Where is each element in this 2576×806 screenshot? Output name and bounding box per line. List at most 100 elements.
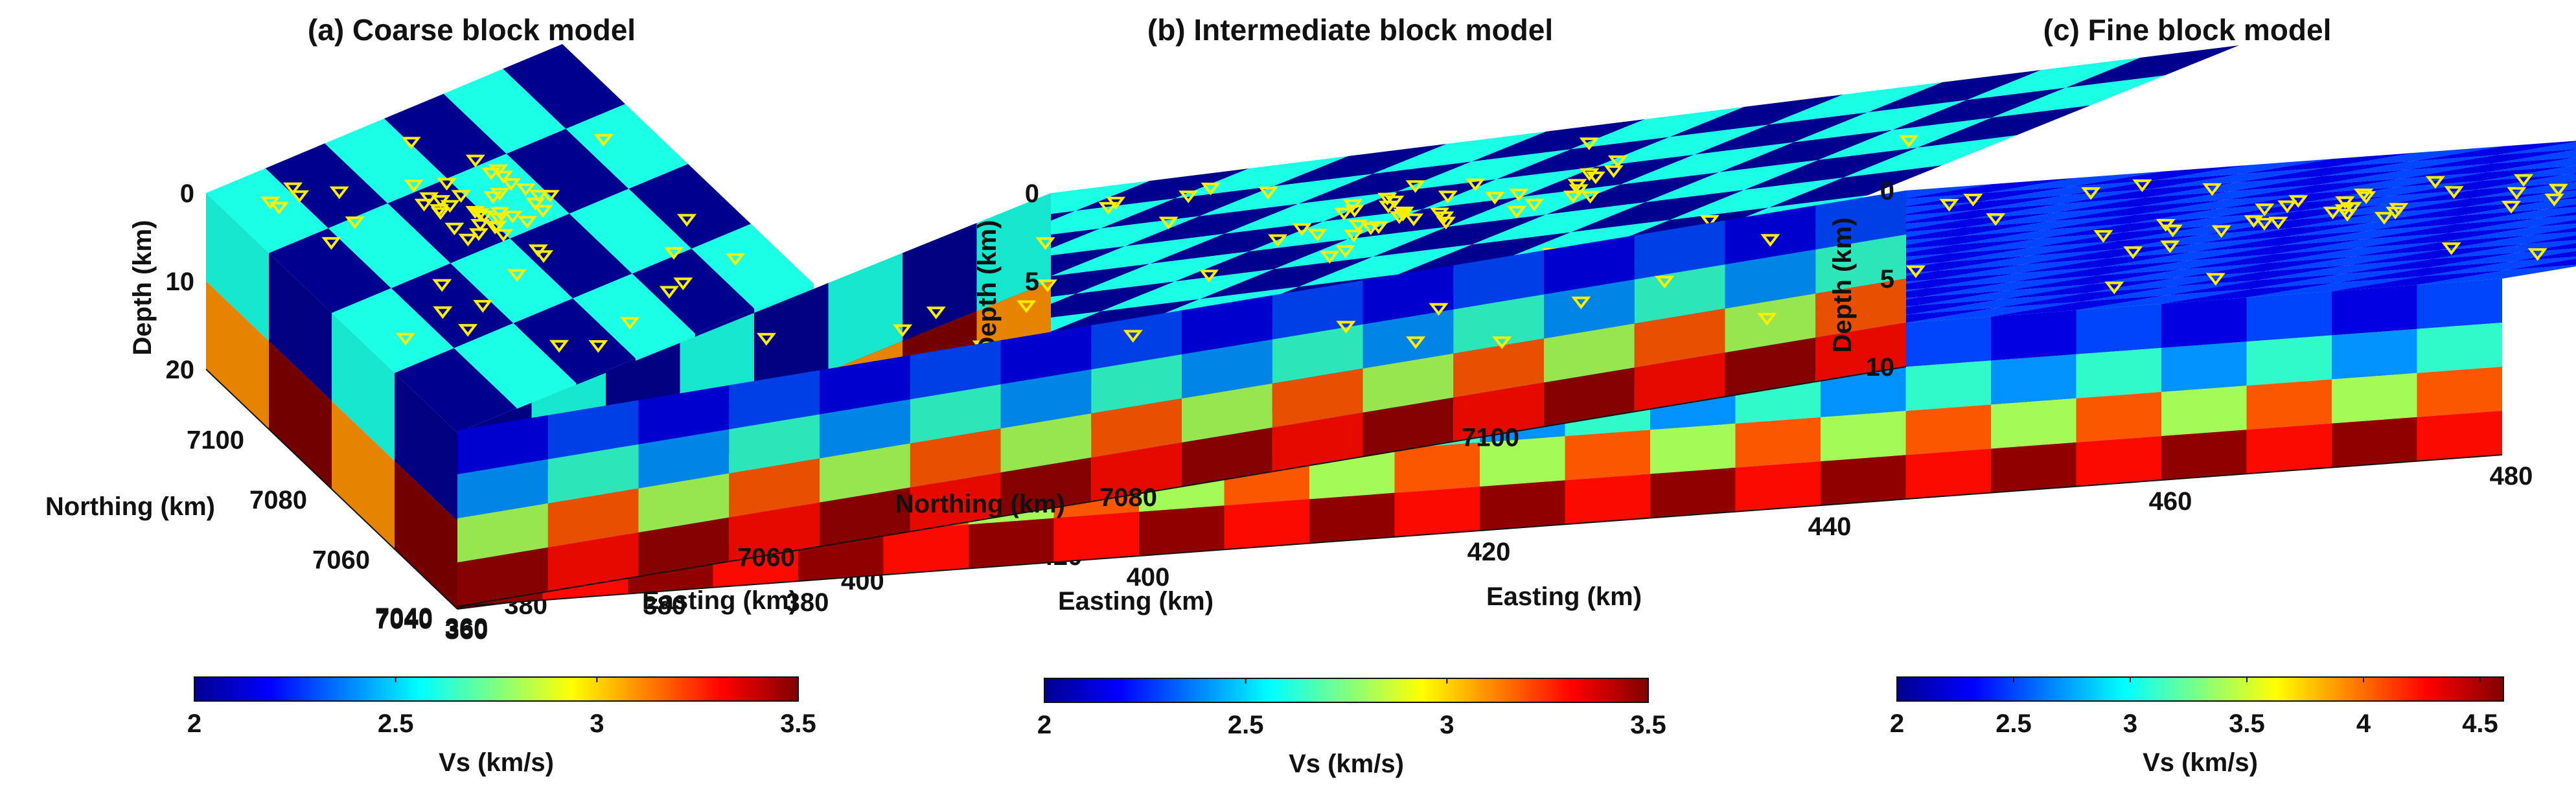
top-cell [1938,249,2114,271]
station-marker [345,216,365,229]
station-marker [673,277,693,290]
station-marker [433,306,453,319]
top-cell [2406,149,2576,170]
x-axis-label: Easting (km) [1486,582,1642,611]
top-cell [632,248,755,334]
top-cell [1953,224,2130,245]
top-cell [443,69,566,154]
side-cell [1735,417,1821,468]
top-cell [2028,235,2204,256]
station-marker [401,137,421,150]
top-cell [1769,165,1942,208]
top-cell [2108,236,2284,259]
station-marker [2268,216,2288,230]
station-marker [1342,199,1363,213]
top-cell [1986,171,2162,193]
station-marker [1017,300,1037,314]
station-marker [588,340,608,353]
side-cell [457,459,548,518]
station-marker [1571,296,1591,310]
side-cell [910,340,1001,400]
top-cell [2167,273,2343,295]
top-cell [206,168,328,253]
top-cell [1200,257,1374,299]
side-cell [1634,308,1725,368]
colorbar-bar [1896,676,2504,702]
side-cell [976,193,1051,312]
top-cell [2284,215,2460,237]
station-marker [1963,194,1983,207]
station-marker [470,208,490,221]
station-marker [2501,201,2522,214]
station-marker [465,154,485,168]
station-marker [1607,155,1627,168]
station-marker [1158,216,1179,230]
top-cell [2001,277,2178,299]
station-marker [1037,279,1057,292]
top-cell [1372,132,1547,174]
top-cell [569,189,692,274]
easting-axis-line [457,454,2503,607]
y-tick-label: 7040 [375,603,433,632]
top-cell [1948,232,2124,254]
top-cell [2087,271,2263,293]
side-cell [1991,442,2076,493]
top-cell [2566,173,2576,175]
station-marker [1905,265,1926,279]
station-marker [2202,183,2222,196]
station-marker [756,332,776,346]
station-marker [419,192,439,205]
station-marker [1336,321,1356,334]
top-cell [2140,185,2316,207]
top-cell [1885,203,2061,225]
top-cell [2188,239,2364,261]
top-cell [1992,75,2165,118]
top-cell [269,228,391,313]
station-marker [432,279,452,292]
top-cell [1397,232,1571,275]
side-cell [729,370,820,430]
station-marker [1760,234,1780,247]
side-cell [2417,323,2502,373]
top-cell [2113,228,2290,250]
colorbar: 2 2.5 3 3.5 4 4.5 Vs (km/s) [1890,676,2504,777]
station-marker [1563,190,1583,203]
side-cell [332,313,395,461]
top-cell [2481,165,2576,181]
side-cell [883,524,969,575]
top-cell [2401,157,2576,179]
z-tick-label: 0 [180,179,194,208]
side-cell [1480,436,1565,487]
top-cell [2236,161,2412,183]
top-cell [2071,165,2247,187]
station-marker [321,236,341,250]
side-cell [1272,324,1363,384]
station-marker [1348,220,1368,233]
top-cell [2204,213,2380,235]
top-cell [1905,301,2082,323]
side-cell [1735,461,1821,512]
top-cell [691,224,814,309]
station-marker [2093,230,2113,243]
side-cell [1991,398,2076,449]
station-marker [1199,270,1219,282]
side-cell [1821,367,1906,417]
top-cell [2231,170,2407,192]
side-cell [1139,505,1225,556]
side-cell [638,385,730,444]
top-cell [2534,220,2576,227]
side-cell [1000,413,1092,473]
side-cell [820,443,910,503]
side-cell [2161,341,2247,392]
top-cell [2353,235,2529,257]
station-marker [2277,200,2297,213]
station-marker [1699,215,1719,228]
side-cell [638,517,730,577]
colorbar-label: Vs (km/s) [1289,750,1404,778]
side-cell [1363,397,1454,457]
station-marker [1492,336,1512,349]
y-tick-label: 7080 [249,486,307,514]
station-marker [2211,225,2231,238]
station-marker [1580,168,1600,181]
station-marker [493,170,513,184]
